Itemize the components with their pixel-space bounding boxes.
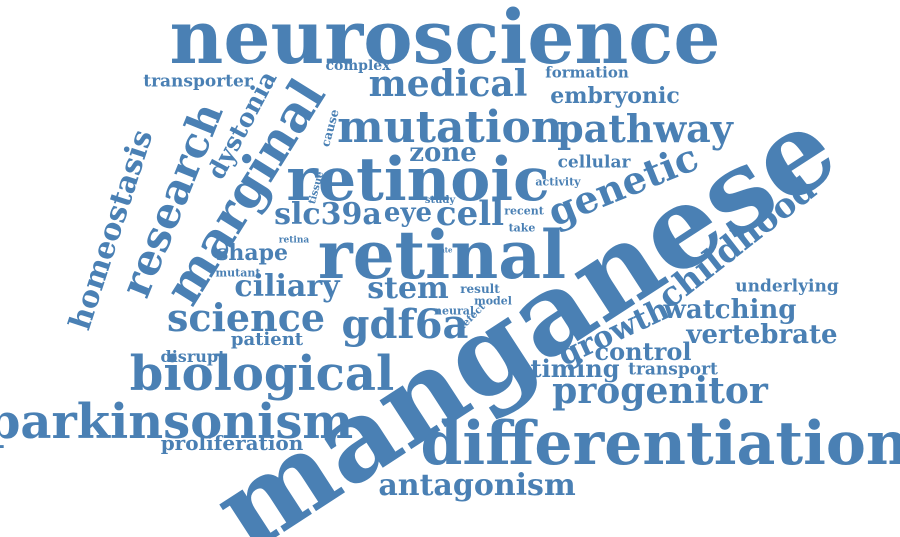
- word-retinal: retinal: [317, 216, 567, 294]
- word-medical: medical: [368, 63, 528, 105]
- word-transporter: transporter: [143, 71, 253, 92]
- word-differentiation: differentiation: [420, 409, 900, 479]
- word-patient: patient: [230, 329, 304, 350]
- word-ciliary: ciliary: [234, 269, 340, 304]
- word-vertebrate: vertebrate: [686, 320, 838, 350]
- word-complex: complex: [325, 58, 391, 74]
- word-eye: eye: [383, 198, 433, 228]
- word-biological: biological: [129, 346, 395, 402]
- word-timing: timing: [530, 354, 620, 383]
- word-recent: recent: [504, 204, 544, 218]
- word-mutant: mutant: [215, 266, 261, 280]
- word-stem: stem: [367, 271, 449, 306]
- word-neuroscience: neuroscience: [169, 0, 721, 81]
- word-result: result: [460, 282, 500, 296]
- word-proliferation: proliferation: [160, 431, 304, 455]
- word-parkinsonism: parkinsonism: [0, 394, 354, 450]
- word-watching: watching: [663, 295, 797, 325]
- word-underlying: underlying: [735, 276, 839, 297]
- word-disrupt: disrupt: [160, 347, 226, 366]
- word-pathway: pathway: [557, 106, 733, 151]
- word-science: science: [166, 295, 326, 340]
- word-progenitor: progenitor: [552, 370, 768, 412]
- word-slc39a: slc39a: [274, 197, 382, 232]
- word-embryonic: embryonic: [550, 83, 680, 109]
- word-retinoic: retinoic: [286, 145, 550, 215]
- word-control: control: [594, 337, 692, 366]
- word-late: late: [437, 245, 453, 255]
- word-transport: transport: [628, 359, 718, 380]
- word-mutation: mutation: [337, 102, 563, 153]
- word-neural: neural: [433, 304, 475, 318]
- word-formation: formation: [545, 63, 629, 82]
- word-antagonism: antagonism: [378, 468, 576, 503]
- word-activity: activity: [535, 175, 581, 189]
- word-cellular: cellular: [557, 152, 631, 173]
- word-zone: zone: [409, 138, 477, 168]
- word-cell: cell: [435, 194, 505, 234]
- word-gdf6a: gdf6a: [341, 301, 469, 348]
- word-study: study: [424, 195, 456, 206]
- word-retina: retina: [278, 235, 310, 246]
- word-model: model: [474, 294, 512, 308]
- word-shape: shape: [215, 240, 289, 266]
- word-take: take: [508, 221, 536, 235]
